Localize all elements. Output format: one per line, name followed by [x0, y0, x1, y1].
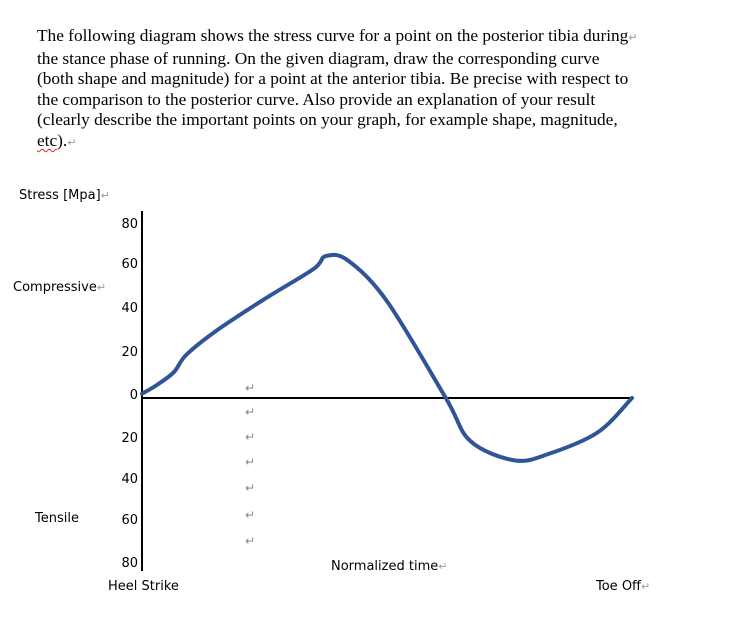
- y-tick-label: 60: [121, 513, 138, 528]
- y-tick-label: 80: [121, 556, 138, 571]
- toe-off-label: Toe Off↵: [596, 579, 651, 594]
- posterior-stress-curve: [140, 252, 634, 463]
- paragraph-mark-icon: ↵: [245, 405, 256, 419]
- compressive-label: Compressive↵: [13, 280, 107, 295]
- heel-strike-label: Heel Strike: [108, 579, 179, 594]
- y-tick-label: 20: [121, 345, 138, 360]
- paragraph-mark-icon: ↵: [96, 281, 107, 294]
- paragraph-mark-icon: ↵: [628, 31, 638, 44]
- question-prompt: The following diagram shows the stress c…: [37, 26, 717, 154]
- paragraph-mark-icon: ↵: [245, 481, 256, 495]
- paragraph-mark-icon: ↵: [438, 560, 448, 573]
- tensile-label: Tensile: [35, 511, 79, 526]
- y-tick-label: 0: [129, 388, 138, 403]
- paragraph-mark-icon: ↵: [245, 381, 256, 395]
- x-axis-title: Normalized time↵: [331, 559, 448, 574]
- y-tick-label: 60: [121, 257, 138, 272]
- prompt-line-3: (both shape and magnitude) for a point a…: [37, 69, 629, 89]
- paragraph-mark-icon: ↵: [67, 135, 77, 149]
- y-tick-label: 40: [121, 472, 138, 487]
- y-tick-label: 40: [121, 301, 138, 316]
- paragraph-mark-icon: ↵: [245, 455, 256, 469]
- paragraph-mark-icon: ↵: [641, 580, 651, 593]
- prompt-line-4: the comparison to the posterior curve. A…: [37, 89, 596, 109]
- spellcheck-word[interactable]: etc: [37, 130, 58, 150]
- paragraph-mark-icon: ↵: [245, 534, 256, 548]
- paragraph-mark-icon: ↵: [100, 189, 110, 202]
- prompt-line-2: the stance phase of running. On the give…: [37, 48, 600, 68]
- prompt-line-1: The following diagram shows the stress c…: [37, 26, 638, 45]
- y-axis-title: Stress [Mpa]↵: [19, 188, 110, 203]
- paragraph-mark-icon: ↵: [245, 508, 256, 522]
- y-tick-label: 80: [121, 217, 138, 232]
- prompt-line-6: etc).↵: [37, 130, 77, 150]
- prompt-line-5: (clearly describe the important points o…: [37, 110, 618, 130]
- paragraph-mark-icon: ↵: [245, 430, 256, 444]
- y-tick-label: 20: [121, 431, 138, 446]
